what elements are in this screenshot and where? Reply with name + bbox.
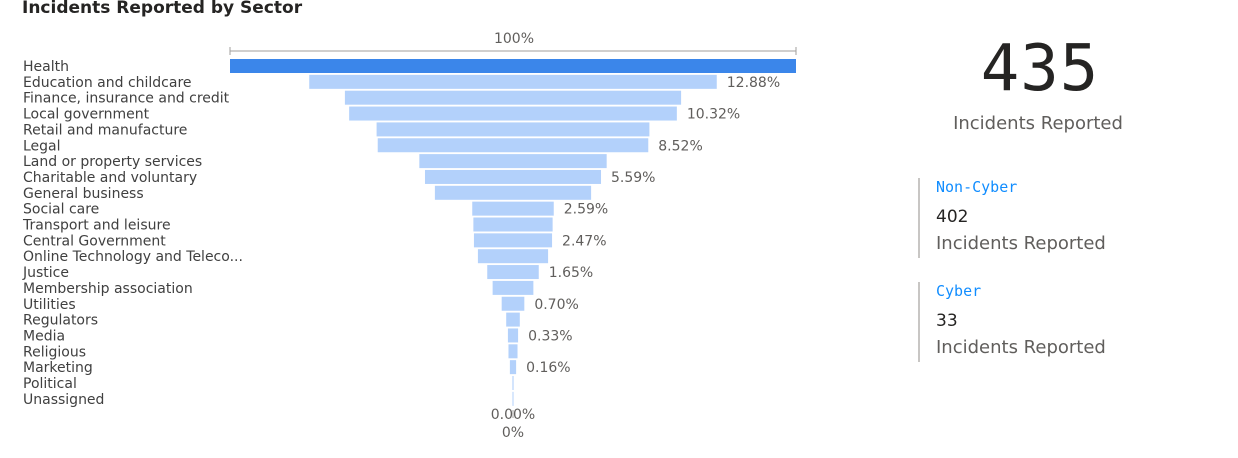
funnel-bar[interactable]	[419, 154, 607, 169]
funnel-bar[interactable]	[473, 233, 553, 248]
top-axis: 100%	[229, 31, 797, 55]
category-label: Local government	[23, 107, 150, 123]
funnel-bar[interactable]	[472, 201, 554, 216]
category-label: General business	[23, 186, 144, 202]
category-label: Political	[23, 376, 77, 392]
funnel-bar[interactable]	[512, 376, 514, 390]
category-label: Legal	[23, 138, 61, 154]
cyber-card-caption: Incidents Reported	[936, 337, 1106, 358]
funnel-bar[interactable]	[473, 217, 553, 232]
funnel-bar[interactable]	[349, 106, 677, 121]
funnel-bar[interactable]	[487, 265, 539, 280]
cyber-card-value: 33	[936, 311, 958, 331]
kpi-total-caption: Incidents Reported	[953, 113, 1123, 134]
category-label: Justice	[22, 265, 69, 281]
funnel-bar[interactable]	[376, 122, 650, 137]
value-label: 0.33%	[528, 328, 572, 344]
category-label: Charitable and voluntary	[23, 170, 197, 186]
category-label: Health	[23, 59, 69, 75]
funnel-bar[interactable]	[377, 138, 649, 153]
funnel-bar[interactable]	[508, 344, 518, 359]
funnel-bar[interactable]	[477, 249, 549, 264]
category-label: Unassigned	[23, 392, 104, 408]
non-cyber-card-value: 402	[936, 207, 969, 227]
funnel-bar[interactable]	[509, 360, 517, 375]
value-label: 0.70%	[534, 297, 578, 313]
funnel-bar[interactable]	[344, 90, 682, 105]
value-label: 10.32%	[687, 107, 740, 123]
funnel-bar[interactable]	[492, 280, 534, 295]
category-label: Retail and manufacture	[23, 122, 187, 138]
funnel-bar[interactable]	[424, 169, 602, 184]
bottom-axis: 0%	[502, 410, 524, 441]
category-label: Transport and leisure	[22, 218, 171, 234]
funnel-bar[interactable]	[507, 328, 519, 343]
category-label: Utilities	[23, 297, 76, 313]
category-label: Membership association	[23, 281, 193, 297]
category-label: Finance, insurance and credit	[23, 91, 230, 107]
non-cyber-card-caption: Incidents Reported	[936, 233, 1106, 254]
category-label: Land or property services	[23, 154, 202, 170]
non-cyber-card: Non-Cyber 402 Incidents Reported	[918, 178, 1194, 258]
non-cyber-card-title: Non-Cyber	[936, 178, 1018, 196]
funnel-bar[interactable]	[309, 74, 717, 89]
category-label: Media	[23, 328, 65, 344]
category-label: Social care	[23, 202, 99, 218]
value-label: 1.65%	[549, 265, 593, 281]
chart-title: Incidents Reported by Sector	[22, 0, 303, 18]
value-label: 0.16%	[526, 360, 570, 376]
value-label: 8.52%	[658, 138, 702, 154]
bottom-axis-label: 0%	[502, 425, 524, 441]
category-label: Marketing	[23, 360, 93, 376]
funnel-bar[interactable]	[512, 391, 514, 406]
kpi-total-value: 435	[980, 32, 1100, 106]
category-label: Religious	[23, 344, 86, 360]
category-label: Education and childcare	[23, 75, 192, 91]
value-label: 2.47%	[562, 233, 606, 249]
top-axis-label: 100%	[494, 31, 534, 47]
value-labels: 12.88% 10.32% 8.52%5.59%2.59% 2.47% 1.65% 0.7…	[491, 75, 780, 423]
cyber-card: Cyber 33 Incidents Reported	[918, 282, 1194, 362]
funnel-bars	[230, 59, 796, 406]
funnel-bar[interactable]	[506, 312, 520, 327]
category-label: Central Government	[23, 233, 166, 249]
value-label: 2.59%	[564, 202, 608, 218]
value-label: 12.88%	[727, 75, 780, 91]
category-label: Regulators	[23, 313, 98, 329]
funnel-bar[interactable]	[230, 59, 796, 73]
value-label: 5.59%	[611, 170, 655, 186]
cyber-card-title: Cyber	[936, 282, 982, 300]
funnel-bar[interactable]	[434, 185, 592, 200]
category-label: Online Technology and Teleco...	[23, 249, 243, 265]
funnel-bar[interactable]	[501, 296, 525, 311]
